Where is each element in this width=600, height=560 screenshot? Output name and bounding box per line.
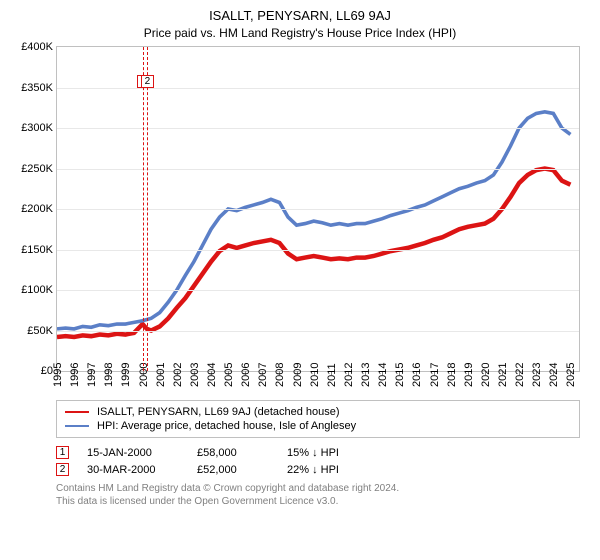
x-axis-label: 2008 xyxy=(274,363,286,387)
y-axis-label: £100K xyxy=(21,284,57,296)
sale-event-line xyxy=(147,47,148,371)
x-axis-label: 1998 xyxy=(103,363,115,387)
gridline xyxy=(57,290,579,291)
x-axis-label: 2001 xyxy=(155,363,167,387)
x-axis-label: 1999 xyxy=(120,363,132,387)
sale-event-line xyxy=(143,47,144,371)
gridline xyxy=(57,128,579,129)
x-axis-label: 2011 xyxy=(326,363,338,387)
x-axis-label: 2004 xyxy=(206,363,218,387)
sale-hpi-delta: 15% ↓ HPI xyxy=(287,447,377,459)
plot-area: £0£50K£100K£150K£200K£250K£300K£350K£400… xyxy=(56,46,580,396)
x-axis-label: 2022 xyxy=(514,363,526,387)
sale-row: 1 15-JAN-2000 £58,000 15% ↓ HPI xyxy=(56,444,580,461)
x-axis-label: 1997 xyxy=(86,363,98,387)
x-axis-label: 2009 xyxy=(292,363,304,387)
plot-inner: £0£50K£100K£150K£200K£250K£300K£350K£400… xyxy=(56,46,580,372)
sale-marker: 2 xyxy=(56,463,69,476)
x-axis-label: 2017 xyxy=(429,363,441,387)
legend-swatch xyxy=(65,425,89,427)
legend-swatch xyxy=(65,411,89,413)
x-axis-label: 2016 xyxy=(411,363,423,387)
legend-item: HPI: Average price, detached house, Isle… xyxy=(65,419,571,433)
sales-table: 1 15-JAN-2000 £58,000 15% ↓ HPI 2 30-MAR-2000… xyxy=(56,444,580,478)
sale-date: 15-JAN-2000 xyxy=(87,447,179,459)
footer-line2: This data is licensed under the Open Gov… xyxy=(56,495,580,508)
y-axis-label: £400K xyxy=(21,41,57,53)
x-axis-label: 2006 xyxy=(240,363,252,387)
x-axis-label: 2013 xyxy=(360,363,372,387)
x-axis-label: 2023 xyxy=(531,363,543,387)
y-axis-label: £150K xyxy=(21,244,57,256)
x-axis-label: 2015 xyxy=(394,363,406,387)
x-axis-label: 2021 xyxy=(497,363,509,387)
chart-title: ISALLT, PENYSARN, LL69 9AJ xyxy=(14,8,586,23)
y-axis-label: £300K xyxy=(21,122,57,134)
chart-container: ISALLT, PENYSARN, LL69 9AJ Price paid vs… xyxy=(0,0,600,560)
x-axis-label: 2019 xyxy=(463,363,475,387)
gridline xyxy=(57,88,579,89)
x-axis-label: 2003 xyxy=(189,363,201,387)
x-axis-label: 2012 xyxy=(343,363,355,387)
sale-price: £52,000 xyxy=(197,464,269,476)
x-axis-label: 2007 xyxy=(257,363,269,387)
sale-event-marker: 2 xyxy=(141,75,154,88)
y-axis-label: £50K xyxy=(27,325,57,337)
x-axis-label: 2018 xyxy=(446,363,458,387)
legend: ISALLT, PENYSARN, LL69 9AJ (detached hou… xyxy=(56,400,580,438)
legend-label: ISALLT, PENYSARN, LL69 9AJ (detached hou… xyxy=(97,406,340,418)
x-axis-label: 2010 xyxy=(309,363,321,387)
gridline xyxy=(57,250,579,251)
footer: Contains HM Land Registry data © Crown c… xyxy=(56,482,580,508)
x-axis-label: 2005 xyxy=(223,363,235,387)
x-axis-label: 2024 xyxy=(548,363,560,387)
sale-date: 30-MAR-2000 xyxy=(87,464,179,476)
y-axis-label: £250K xyxy=(21,163,57,175)
x-axis-label: 2020 xyxy=(480,363,492,387)
x-axis-label: 1995 xyxy=(52,363,64,387)
x-axis-label: 2002 xyxy=(172,363,184,387)
legend-item: ISALLT, PENYSARN, LL69 9AJ (detached hou… xyxy=(65,405,571,419)
legend-label: HPI: Average price, detached house, Isle… xyxy=(97,420,356,432)
x-axis-label: 2014 xyxy=(377,363,389,387)
sale-hpi-delta: 22% ↓ HPI xyxy=(287,464,377,476)
series-line xyxy=(57,169,570,337)
sale-price: £58,000 xyxy=(197,447,269,459)
y-axis-label: £200K xyxy=(21,203,57,215)
y-axis-label: £350K xyxy=(21,82,57,94)
x-axis-label: 2025 xyxy=(565,363,577,387)
x-axis-label: 1996 xyxy=(69,363,81,387)
chart-subtitle: Price paid vs. HM Land Registry's House … xyxy=(14,26,586,40)
gridline xyxy=(57,209,579,210)
sale-row: 2 30-MAR-2000 £52,000 22% ↓ HPI xyxy=(56,461,580,478)
footer-line1: Contains HM Land Registry data © Crown c… xyxy=(56,482,580,495)
gridline xyxy=(57,169,579,170)
gridline xyxy=(57,331,579,332)
sale-marker: 1 xyxy=(56,446,69,459)
